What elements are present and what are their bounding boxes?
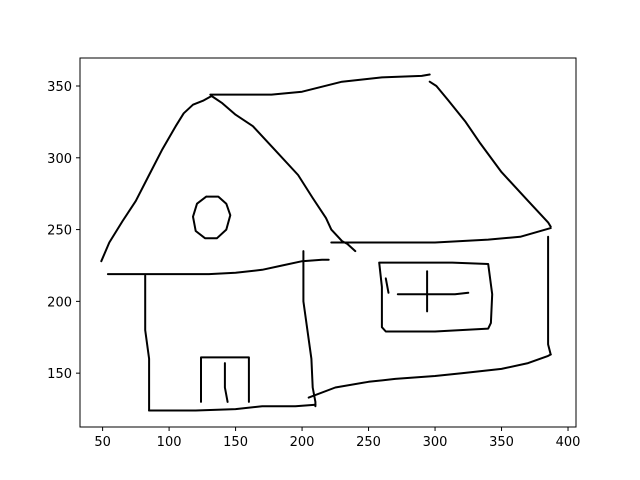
- y-tick-label: 300: [47, 152, 72, 167]
- x-tick-label: 400: [556, 435, 581, 450]
- x-tick-label: 200: [290, 435, 315, 450]
- x-tick-label: 250: [356, 435, 381, 450]
- y-tick-label: 350: [47, 80, 72, 95]
- x-tick-label: 150: [223, 435, 248, 450]
- y-tick-label: 200: [47, 295, 72, 310]
- y-tick-label: 150: [47, 367, 72, 382]
- y-tick-label: 250: [47, 224, 72, 239]
- x-tick-label: 300: [423, 435, 448, 450]
- x-tick-label: 100: [157, 435, 182, 450]
- x-tick-label: 50: [94, 435, 111, 450]
- x-tick-label: 350: [489, 435, 514, 450]
